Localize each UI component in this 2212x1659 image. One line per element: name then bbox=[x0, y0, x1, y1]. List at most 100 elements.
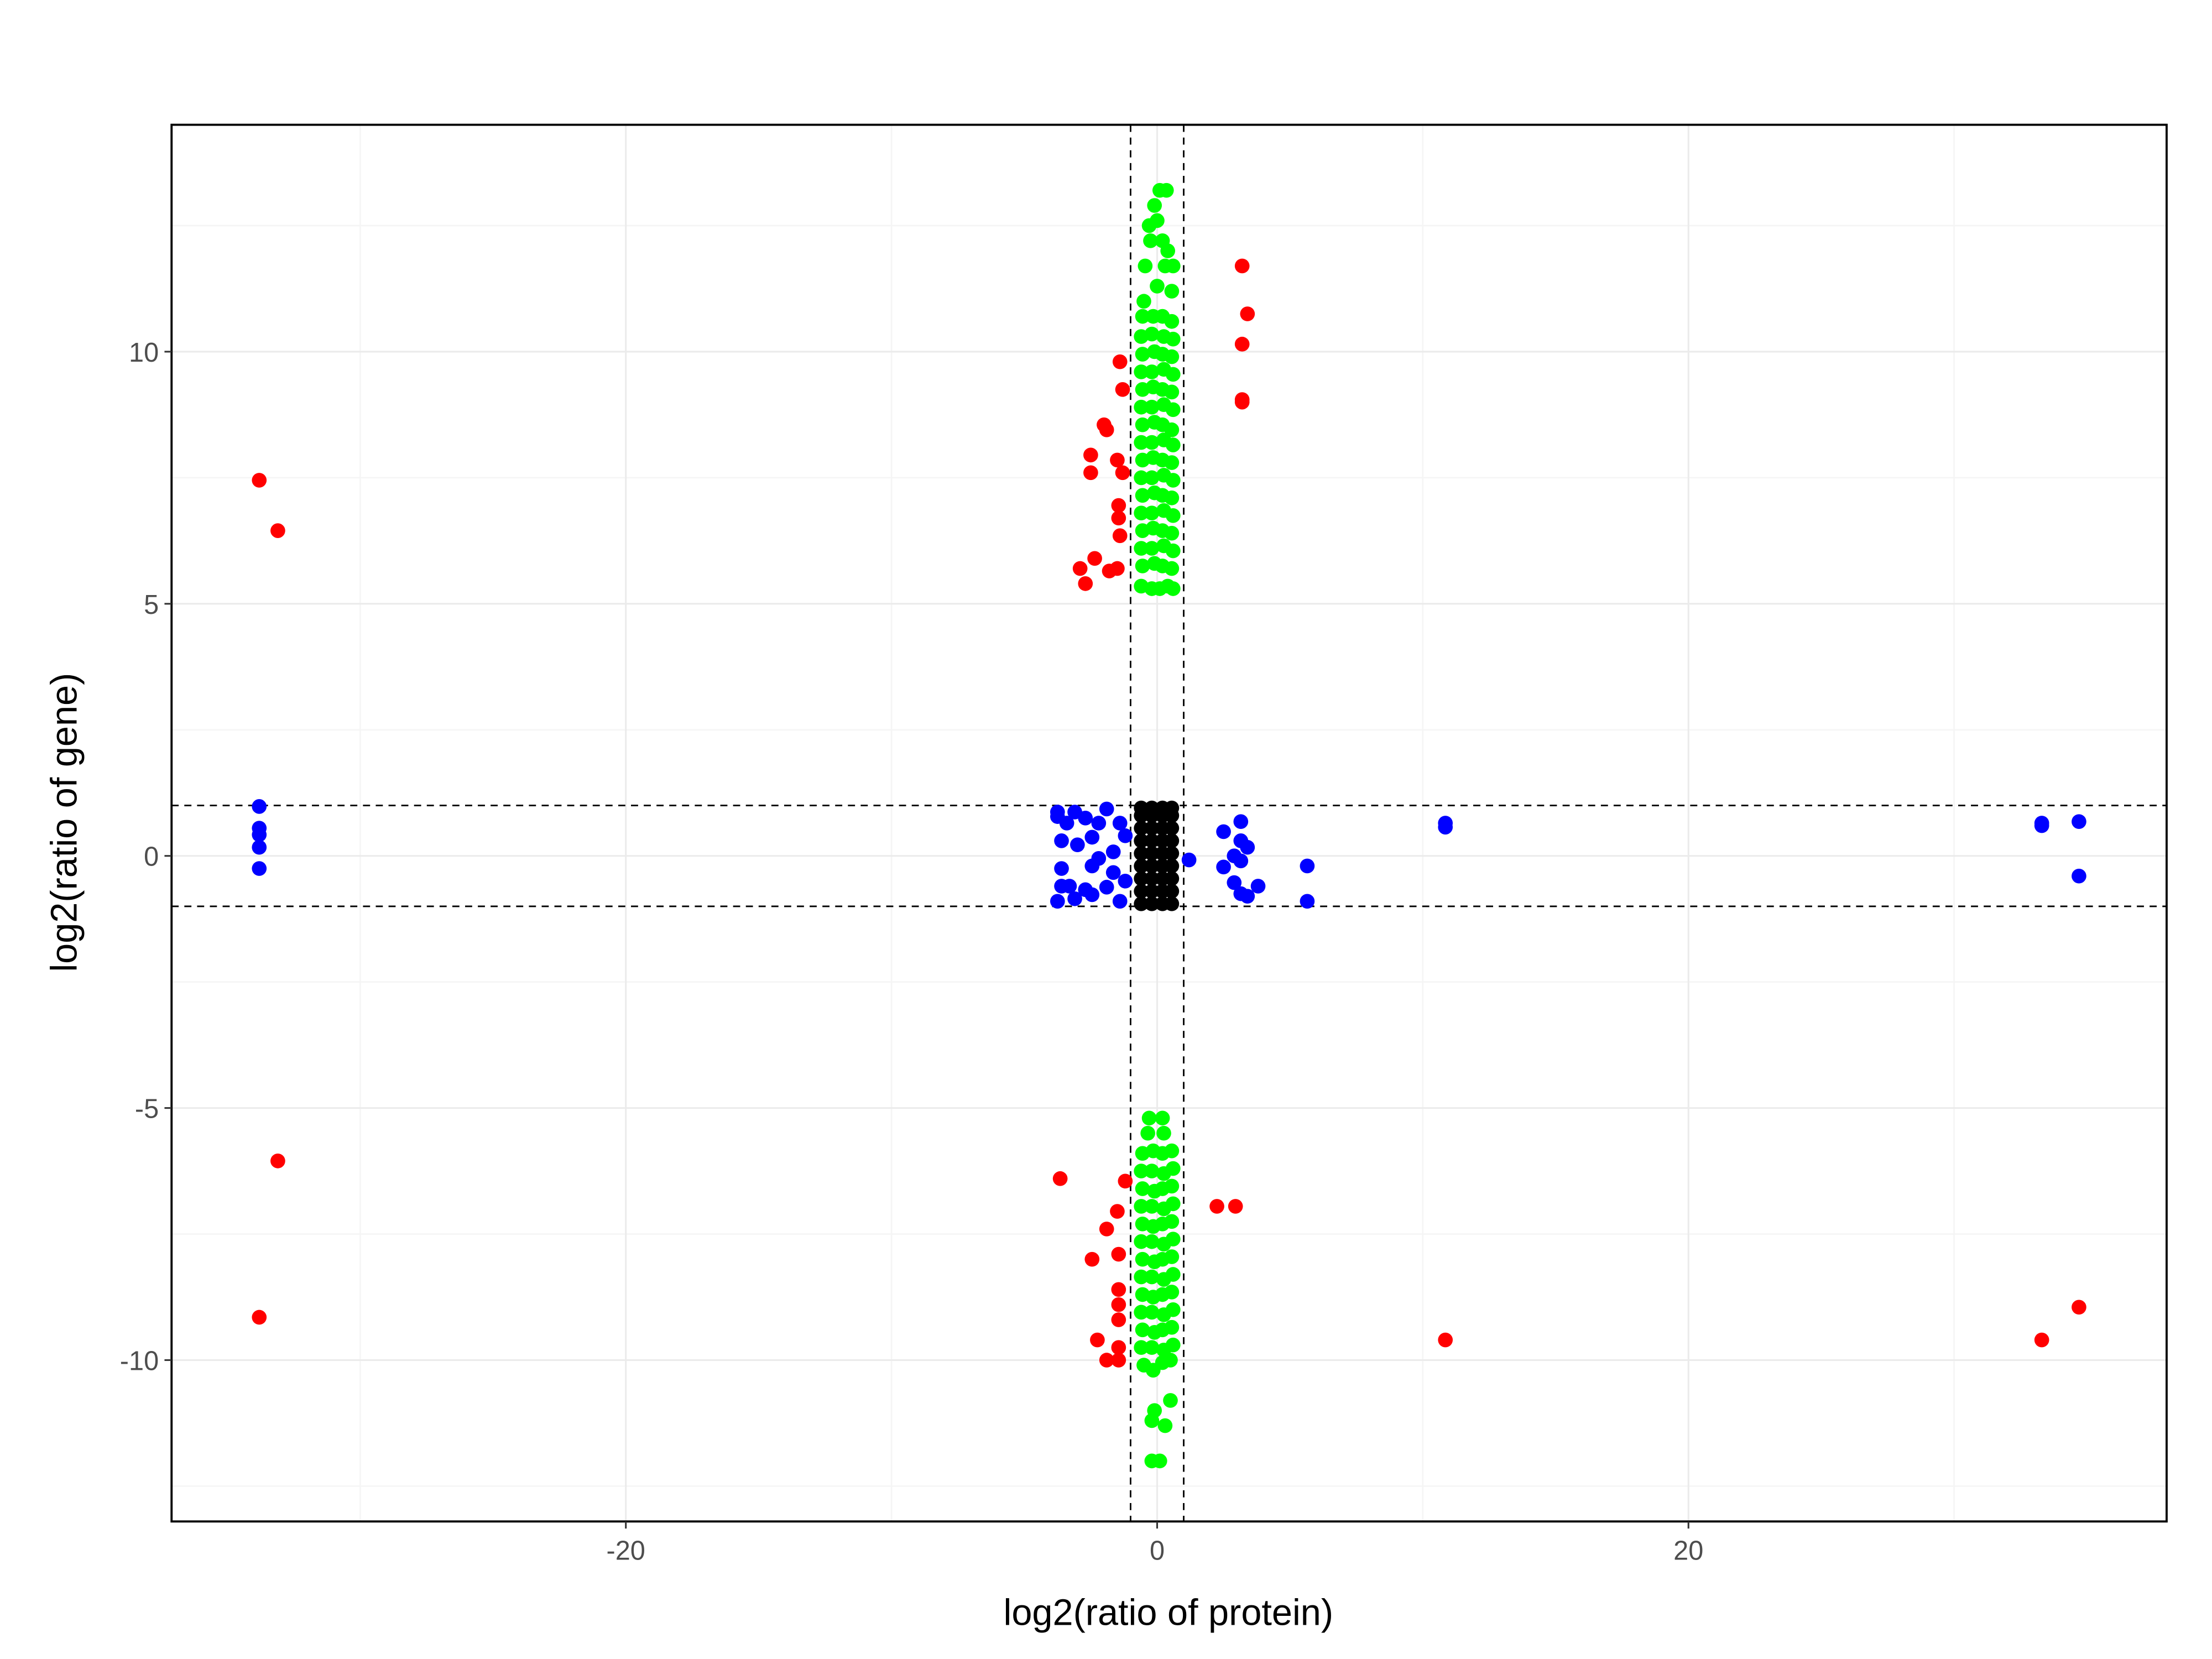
data-point-blue bbox=[1300, 894, 1315, 909]
data-point-green bbox=[1150, 279, 1165, 294]
data-point-red bbox=[1111, 1246, 1126, 1262]
data-point-red bbox=[1099, 1222, 1114, 1237]
data-point-green bbox=[1165, 1196, 1181, 1212]
data-point-black bbox=[1144, 871, 1160, 886]
data-point-blue bbox=[1099, 879, 1114, 895]
data-point-red bbox=[1111, 1297, 1126, 1312]
data-point-blue bbox=[1250, 879, 1266, 894]
data-points bbox=[252, 182, 2086, 1469]
data-point-green bbox=[1163, 1353, 1178, 1368]
data-point-blue bbox=[1078, 811, 1093, 826]
data-point-blue bbox=[1084, 887, 1100, 902]
data-point-green bbox=[1134, 505, 1149, 521]
data-point-blue bbox=[1062, 879, 1077, 894]
data-point-red bbox=[1110, 452, 1125, 468]
data-point-blue bbox=[1227, 875, 1242, 890]
data-point-green bbox=[1165, 543, 1181, 559]
data-point-black bbox=[1164, 858, 1180, 874]
data-point-green bbox=[1165, 508, 1181, 523]
y-tick-label: 5 bbox=[144, 590, 159, 620]
y-tick-label: 10 bbox=[129, 338, 159, 368]
data-point-green bbox=[1157, 258, 1173, 274]
data-point-green bbox=[1165, 331, 1181, 347]
data-point-red bbox=[1083, 465, 1098, 481]
point-group-blue bbox=[252, 799, 2086, 909]
data-point-green bbox=[1134, 1305, 1149, 1320]
data-point-red bbox=[1234, 258, 1250, 274]
data-point-green bbox=[1164, 1319, 1180, 1335]
x-tick-label: 0 bbox=[1150, 1536, 1165, 1566]
data-point-blue bbox=[1105, 844, 1121, 859]
data-point-black bbox=[1164, 884, 1180, 899]
y-tick-label: -10 bbox=[120, 1346, 159, 1376]
data-point-green bbox=[1134, 1164, 1149, 1178]
data-point-green bbox=[1156, 1125, 1171, 1141]
data-point-red bbox=[2034, 1332, 2049, 1348]
data-point-blue bbox=[1112, 816, 1128, 831]
data-point-black bbox=[1134, 833, 1149, 848]
data-point-green bbox=[1144, 399, 1160, 415]
data-point-green bbox=[1165, 402, 1181, 418]
data-point-black bbox=[1144, 896, 1160, 911]
data-point-red bbox=[1087, 551, 1102, 566]
data-point-green bbox=[1144, 1305, 1160, 1320]
data-point-black bbox=[1164, 821, 1180, 836]
data-point-red bbox=[1115, 382, 1130, 397]
data-point-blue bbox=[1059, 816, 1074, 831]
data-point-green bbox=[1159, 182, 1174, 198]
data-point-red bbox=[1111, 1282, 1126, 1297]
data-point-red bbox=[1110, 1204, 1125, 1219]
data-point-green bbox=[1140, 1125, 1156, 1141]
data-point-green bbox=[1134, 399, 1149, 415]
data-point-red bbox=[1111, 1312, 1126, 1327]
data-point-blue bbox=[1240, 889, 1255, 904]
x-axis-title: log2(ratio of protein) bbox=[1004, 1592, 1334, 1633]
data-point-green bbox=[1165, 473, 1181, 488]
data-point-green bbox=[1160, 243, 1176, 258]
data-point-green bbox=[1135, 1181, 1150, 1196]
data-point-green bbox=[1134, 364, 1149, 379]
data-point-blue bbox=[252, 799, 267, 814]
data-point-black bbox=[1144, 858, 1160, 874]
data-point-green bbox=[1143, 233, 1158, 248]
data-point-green bbox=[1144, 326, 1160, 342]
data-point-green bbox=[1144, 505, 1160, 521]
data-point-green bbox=[1136, 294, 1151, 309]
data-point-green bbox=[1164, 422, 1180, 437]
data-point-green bbox=[1134, 541, 1149, 556]
data-point-green bbox=[1144, 1234, 1160, 1249]
data-point-green bbox=[1152, 1453, 1167, 1469]
data-point-green bbox=[1135, 488, 1150, 503]
data-point-green bbox=[1164, 1178, 1180, 1194]
data-point-green bbox=[1164, 1143, 1180, 1159]
data-point-red bbox=[1112, 528, 1128, 544]
data-point-blue bbox=[2072, 814, 2086, 830]
data-point-blue bbox=[1054, 861, 1069, 876]
data-point-black bbox=[1134, 896, 1149, 911]
data-point-blue bbox=[252, 827, 267, 842]
data-point-blue bbox=[1050, 894, 1065, 909]
data-point-green bbox=[1134, 470, 1149, 486]
data-point-red bbox=[1099, 422, 1114, 437]
data-point-green bbox=[1135, 417, 1150, 432]
data-point-black bbox=[1144, 800, 1160, 816]
data-point-blue bbox=[2034, 818, 2049, 833]
data-point-green bbox=[1165, 1302, 1181, 1317]
data-point-green bbox=[1147, 198, 1162, 213]
data-point-green bbox=[1164, 349, 1180, 364]
data-point-blue bbox=[1084, 858, 1100, 874]
data-point-blue bbox=[1067, 891, 1082, 906]
data-point-black bbox=[1144, 833, 1160, 848]
data-point-red bbox=[1240, 306, 1255, 321]
data-point-green bbox=[1164, 455, 1180, 470]
point-group-red bbox=[252, 258, 2086, 1368]
data-point-red bbox=[1438, 1332, 1453, 1348]
data-point-red bbox=[1052, 1171, 1068, 1186]
data-point-black bbox=[1144, 821, 1160, 836]
data-point-red bbox=[1111, 1353, 1126, 1368]
data-point-red bbox=[1209, 1199, 1224, 1214]
data-point-black bbox=[1134, 871, 1149, 886]
data-point-red bbox=[1228, 1199, 1243, 1214]
data-point-green bbox=[1157, 1418, 1173, 1433]
data-point-green bbox=[1164, 284, 1180, 299]
